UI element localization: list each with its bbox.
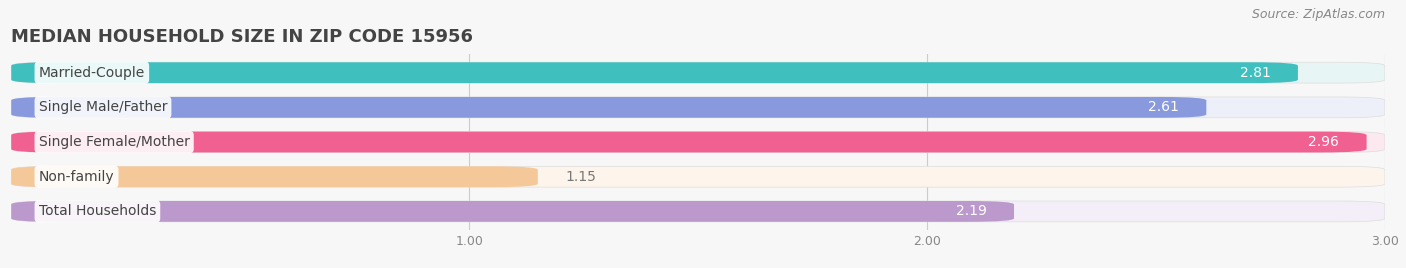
Text: 2.96: 2.96 — [1308, 135, 1339, 149]
FancyBboxPatch shape — [11, 132, 1367, 152]
Text: Source: ZipAtlas.com: Source: ZipAtlas.com — [1251, 8, 1385, 21]
Text: 2.19: 2.19 — [956, 204, 987, 218]
FancyBboxPatch shape — [11, 97, 1206, 118]
FancyBboxPatch shape — [11, 62, 1298, 83]
FancyBboxPatch shape — [11, 201, 1385, 222]
Text: Married-Couple: Married-Couple — [39, 66, 145, 80]
Text: 2.61: 2.61 — [1147, 100, 1178, 114]
FancyBboxPatch shape — [11, 62, 1385, 83]
FancyBboxPatch shape — [11, 166, 1385, 187]
Text: Single Male/Father: Single Male/Father — [39, 100, 167, 114]
Text: Non-family: Non-family — [39, 170, 114, 184]
FancyBboxPatch shape — [11, 97, 1385, 118]
Text: Single Female/Mother: Single Female/Mother — [39, 135, 190, 149]
FancyBboxPatch shape — [11, 132, 1385, 152]
Text: Total Households: Total Households — [39, 204, 156, 218]
FancyBboxPatch shape — [11, 201, 1014, 222]
Text: 1.15: 1.15 — [565, 170, 596, 184]
FancyBboxPatch shape — [11, 166, 538, 187]
Text: MEDIAN HOUSEHOLD SIZE IN ZIP CODE 15956: MEDIAN HOUSEHOLD SIZE IN ZIP CODE 15956 — [11, 28, 474, 46]
Text: 2.81: 2.81 — [1240, 66, 1271, 80]
